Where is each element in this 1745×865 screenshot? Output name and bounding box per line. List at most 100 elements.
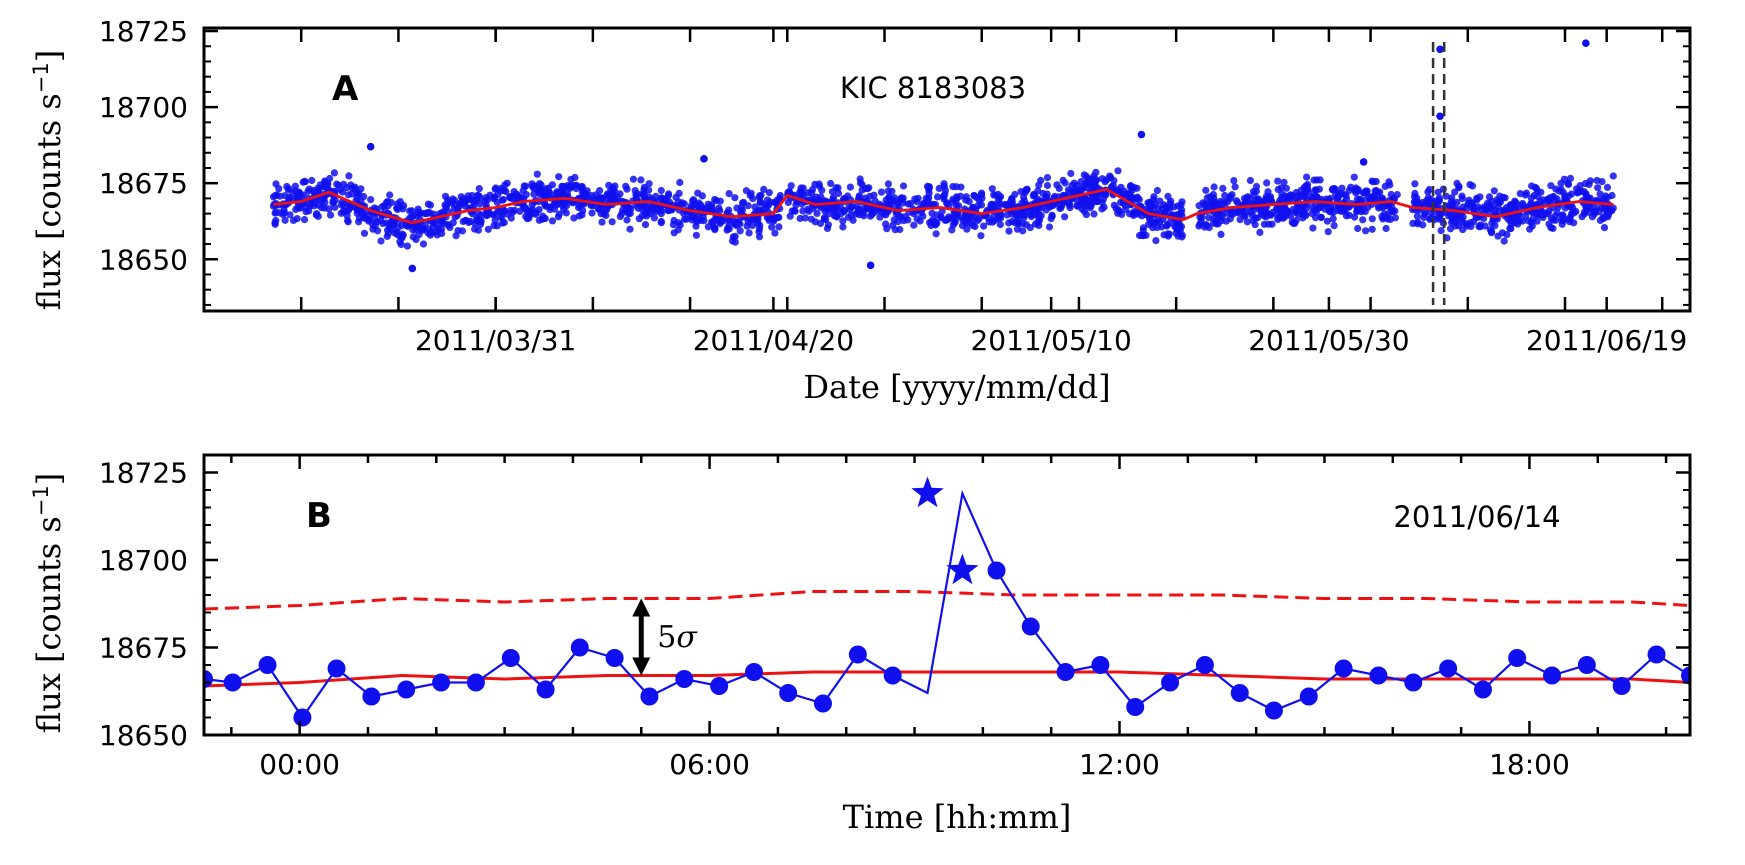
scatter-point bbox=[1241, 212, 1249, 220]
scatter-point bbox=[1008, 194, 1016, 203]
flux-point bbox=[987, 561, 1006, 580]
flux-point bbox=[1369, 666, 1388, 685]
scatter-point bbox=[709, 219, 717, 227]
scatter-point bbox=[1077, 178, 1085, 186]
scatter-point bbox=[884, 187, 892, 195]
scatter-point bbox=[1329, 215, 1337, 223]
scatter-point bbox=[490, 211, 498, 219]
scatter-point bbox=[1511, 198, 1519, 206]
scatter-point bbox=[1600, 224, 1609, 232]
panel-b-ylabel: flux [counts s−1] bbox=[29, 473, 68, 733]
scatter-point bbox=[1129, 211, 1138, 219]
scatter-point bbox=[652, 192, 660, 200]
scatter-point bbox=[1230, 177, 1238, 185]
scatter-point bbox=[1385, 178, 1393, 186]
scatter-point bbox=[757, 191, 765, 199]
scatter-point bbox=[1365, 192, 1373, 200]
scatter-point bbox=[1163, 221, 1171, 229]
scatter-point bbox=[1209, 219, 1218, 227]
scatter-point bbox=[384, 230, 392, 238]
scatter-point bbox=[940, 180, 948, 188]
scatter-point bbox=[1035, 181, 1043, 189]
scatter-point bbox=[1495, 197, 1503, 205]
scatter-point bbox=[418, 226, 426, 235]
flux-point bbox=[1230, 684, 1249, 702]
scatter-point bbox=[1205, 214, 1213, 222]
scatter-point bbox=[1476, 193, 1484, 201]
scatter-point bbox=[1282, 184, 1290, 192]
scatter-point bbox=[1527, 194, 1535, 202]
scatter-point bbox=[1202, 221, 1210, 229]
scatter-point bbox=[468, 210, 477, 218]
scatter-point bbox=[602, 211, 610, 220]
scatter-point bbox=[1202, 186, 1210, 194]
scatter-point bbox=[1167, 197, 1175, 205]
x-tick-label: 2011/03/31 bbox=[415, 324, 576, 357]
scatter-point bbox=[1114, 167, 1122, 175]
scatter-point bbox=[353, 206, 361, 214]
scatter-point bbox=[441, 192, 450, 200]
y-tick-label: 18700 bbox=[99, 91, 188, 124]
scatter-point bbox=[490, 222, 498, 230]
scatter-point bbox=[1262, 208, 1270, 216]
scatter-point bbox=[1453, 198, 1461, 206]
scatter-point bbox=[1341, 191, 1349, 199]
scatter-point bbox=[1058, 202, 1066, 210]
scatter-point bbox=[974, 202, 982, 210]
scatter-point bbox=[1219, 184, 1227, 192]
scatter-point bbox=[865, 184, 873, 192]
scatter-point bbox=[664, 191, 673, 200]
scatter-point bbox=[716, 220, 724, 228]
scatter-point bbox=[548, 217, 557, 225]
flux-point bbox=[605, 649, 624, 667]
flux-point bbox=[258, 656, 277, 674]
scatter-point bbox=[995, 202, 1003, 210]
scatter-point bbox=[1354, 224, 1362, 233]
scatter-point bbox=[1067, 169, 1075, 178]
scatter-point bbox=[799, 184, 807, 192]
scatter-point bbox=[994, 214, 1002, 223]
scatter-point bbox=[531, 182, 539, 190]
scatter-point bbox=[371, 215, 379, 223]
scatter-point bbox=[975, 196, 983, 204]
scatter-point bbox=[331, 203, 339, 211]
scatter-point bbox=[1274, 177, 1282, 185]
scatter-point bbox=[379, 219, 387, 227]
scatter-point bbox=[501, 207, 509, 215]
x-tick-label: 00:00 bbox=[259, 748, 340, 781]
flux-point bbox=[327, 659, 346, 678]
flux-point bbox=[1681, 666, 1690, 685]
scatter-point bbox=[1240, 194, 1248, 203]
scatter-point bbox=[1251, 196, 1259, 205]
scatter-point bbox=[1043, 190, 1051, 198]
scatter-point bbox=[1293, 192, 1302, 200]
trend-line bbox=[273, 187, 1614, 225]
scatter-point bbox=[952, 202, 961, 210]
scatter-point bbox=[1112, 204, 1120, 212]
scatter-point bbox=[796, 214, 804, 223]
scatter-point bbox=[391, 229, 399, 237]
scatter-point bbox=[331, 196, 339, 204]
scatter-point bbox=[1486, 226, 1494, 234]
scatter-point bbox=[1333, 195, 1341, 203]
scatter-point bbox=[342, 207, 350, 215]
scatter-point bbox=[640, 183, 649, 191]
scatter-point bbox=[751, 203, 759, 211]
scatter-point bbox=[1215, 202, 1223, 210]
scatter-point bbox=[868, 210, 877, 218]
scatter-point bbox=[818, 186, 826, 194]
scatter-point bbox=[1494, 232, 1502, 240]
scatter-point bbox=[429, 223, 437, 231]
scatter-point bbox=[1324, 228, 1332, 236]
scatter-point bbox=[476, 200, 484, 208]
scatter-point bbox=[588, 209, 596, 217]
scatter-point bbox=[731, 238, 739, 246]
scatter-point bbox=[575, 212, 583, 220]
scatter-point bbox=[286, 211, 294, 219]
scatter-point bbox=[629, 175, 638, 183]
scatter-point bbox=[570, 214, 578, 222]
scatter-point bbox=[1268, 220, 1276, 228]
scatter-point bbox=[654, 206, 662, 214]
scatter-point bbox=[555, 199, 563, 208]
scatter-point bbox=[419, 240, 428, 248]
